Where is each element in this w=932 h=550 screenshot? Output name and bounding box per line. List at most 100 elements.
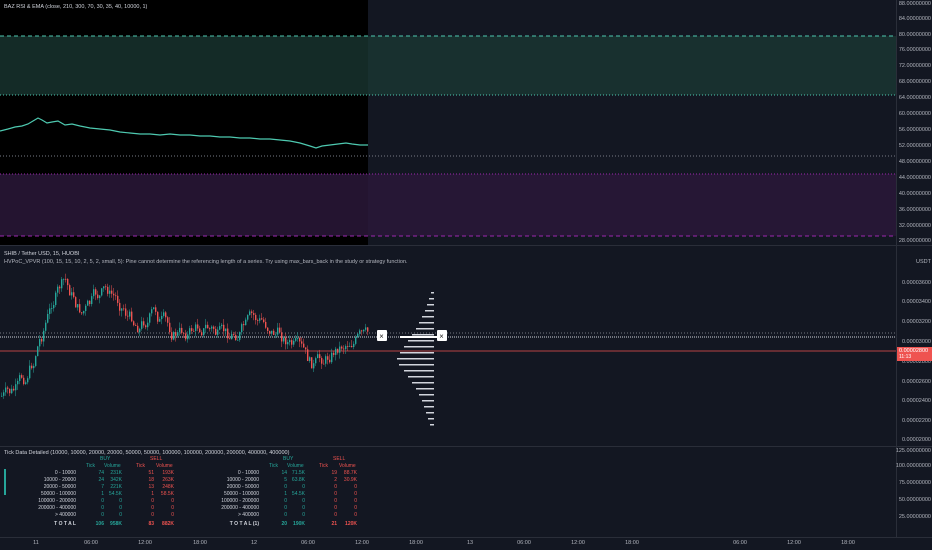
rsi-line [0,117,368,149]
table-cell: 100000 - 200000 [38,498,76,504]
price-axis-label: 0.00002000 [901,437,931,443]
table-cell: 0 [284,505,287,511]
table-cell: 0 [151,512,154,518]
table-col-header: Tick [269,463,278,469]
svg-text:⨯: ⨯ [439,333,444,340]
table-total-cell: 120K [345,521,357,527]
table-cell: 74 [98,470,104,476]
table-col-header: Tick [136,463,145,469]
table-cell: 30.9K [343,477,357,483]
time-axis-label: 06:00 [84,540,98,546]
table-cell: 0 [354,491,357,497]
pane-separator[interactable] [0,245,932,246]
rsi-axis-label: 80.00000000 [898,32,931,38]
rsi-axis-label: 72.00000000 [898,63,931,69]
table-cell: 13 [148,484,154,490]
rsi-axis-label: 88.00000000 [898,1,931,7]
rsi-axis-label: 56.00000000 [898,127,931,133]
time-axis-label: 06:00 [301,540,315,546]
table-col-header: Volume [339,463,356,469]
table-total-cell: 20 [281,521,287,527]
table-cell: 0 [354,484,357,490]
table-cell: 0 [334,512,337,518]
pane-separator[interactable] [0,446,932,447]
table-cell: 7 [101,484,104,490]
table-cell: 10000 - 20000 [226,477,259,483]
table-cell: 0 [334,484,337,490]
time-axis-label: 13 [466,540,474,546]
rsi-axis-label: 44.00000000 [898,175,931,181]
tick-axis-label: 100.00000000 [895,463,931,469]
table-cell: 1 [284,491,287,497]
table-cell: 342K [110,477,122,483]
table-cell: 200000 - 400000 [221,505,259,511]
tick-axis-label: 50.00000000 [898,497,931,503]
time-axis-label: 12:00 [787,540,801,546]
poc-marker-left [377,330,387,341]
script-error-message: HVPoC_VPVR (100, 15, 15, 10, 2, 5, 2, sm… [4,259,408,265]
table-cell: 14 [281,470,287,476]
rsi-axis-label: 84.00000000 [898,16,931,22]
time-axis-label: 12:00 [355,540,369,546]
table-cell: 0 - 10000 [237,470,259,476]
rsi-axis-label: 36.00000000 [898,207,931,213]
table-sell-header: SELL [150,456,163,462]
price-axis[interactable]: USDT 0.00003600 0.00003400 0.00003200 0.… [896,246,932,446]
table-cell: 0 [334,491,337,497]
price-axis-label: 0.00003200 [901,319,931,325]
table-cell: 0 [151,498,154,504]
rsi-pane[interactable]: BAZ RSI & EMA (close, 210, 300, 70, 30, … [0,0,896,245]
table-cell: 1 [151,491,154,497]
price-axis-label: 0.00003600 [901,280,931,286]
rsi-axis-label: 48.00000000 [898,159,931,165]
rsi-axis-label: 60.00000000 [898,111,931,117]
tick-axis-label: 75.00000000 [898,480,931,486]
time-axis-label: 12 [250,540,258,546]
table-total-cell: T O T A L [54,521,76,527]
price-axis-label: 0.00003400 [901,299,931,305]
rsi-axis-label: 28.00000000 [898,238,931,244]
time-axis-label: 12:00 [571,540,585,546]
table-cell: 50000 - 100000 [223,491,259,497]
symbol-title[interactable]: SHIB / Tether USD, 15, HUOBI [4,251,80,257]
table-cell: 71.5K [291,470,305,476]
table-total-cell: 958K [110,521,122,527]
table-cell: 231K [110,470,122,476]
rsi-axis-label: 40.00000000 [898,191,931,197]
poc-marker-right [437,330,447,341]
tick-axis-label: 125.00000000 [895,448,931,454]
price-axis-label: 0.00002200 [901,418,931,424]
price-axis-label: 0.00003000 [901,339,931,345]
rsi-axis-label: 32.00000000 [898,223,931,229]
time-axis[interactable]: 11 06:00 12:00 18:00 12 06:00 12:00 18:0… [0,537,896,550]
table-col-header: Volume [156,463,173,469]
time-axis-label: 18:00 [193,540,207,546]
price-unit-label: USDT [916,259,931,265]
table-cell: 20000 - 50000 [226,484,259,490]
tick-data-axis[interactable]: 125.00000000 100.00000000 75.00000000 50… [896,447,932,537]
table-cell: 2 [334,477,337,483]
table-cell: 0 [284,498,287,504]
time-axis-label: 18:00 [841,540,855,546]
price-pane[interactable]: ⨯ ⨯ SHIB / Tether USD, 15, HUOBI HVPoC_V… [0,246,896,446]
table-cell: 0 [354,498,357,504]
table-cell: 0 - 10000 [54,470,76,476]
table-cell: 58.5K [160,491,174,497]
table-cell: 19 [331,470,337,476]
time-axis-label: 18:00 [625,540,639,546]
candlesticks [1,273,369,399]
table-cell: > 400000 [238,512,259,518]
table-cell: 263K [162,477,174,483]
tick-data-pane[interactable]: Tick Data Detailed (10000, 10000, 20000,… [0,447,896,537]
tick-axis-label: 25.00000000 [898,514,931,520]
table-cell: 0 [334,505,337,511]
table-cell: 0 [284,512,287,518]
table-cell: > 400000 [55,512,76,518]
rsi-axis[interactable]: 88.00000000 84.00000000 80.00000000 76.0… [896,0,932,245]
table-cell: 54.5K [291,491,305,497]
price-plot: ⨯ ⨯ [0,273,896,426]
table-cell: 50000 - 100000 [40,491,76,497]
table-cell: 0 [171,505,174,511]
tick-data-title: Tick Data Detailed (10000, 10000, 20000,… [4,450,290,456]
table-total-cell: 21 [331,521,337,527]
